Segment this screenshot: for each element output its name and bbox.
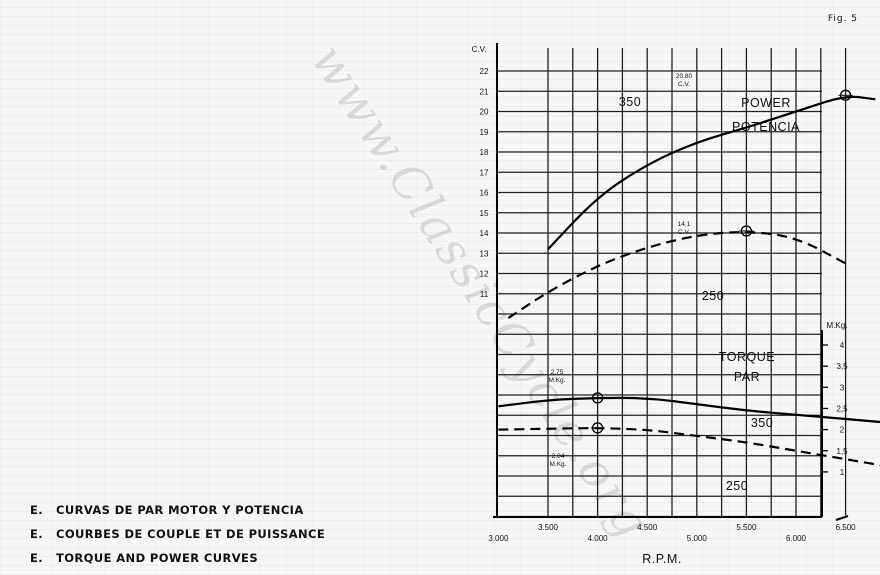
y-left-tick-label: 15 <box>480 209 489 218</box>
x-tick-label-lower: 5.000 <box>687 534 708 543</box>
power-label: POWER <box>741 96 791 110</box>
torque-label: TORQUE <box>719 350 775 364</box>
y-left-tick-label: 20 <box>480 108 489 117</box>
y-right-tick-label: 3,5 <box>836 362 848 371</box>
y-right-tick-label: 1,5 <box>836 447 848 456</box>
x-tick-label-upper: 4.500 <box>637 523 658 532</box>
x-tick-label-lower: 6.000 <box>786 534 807 543</box>
x-axis-title: R.P.M. <box>642 552 682 566</box>
caption-spanish: E. CURVAS DE PAR MOTOR Y POTENCIA <box>30 498 325 522</box>
x-tick-label-lower: 3.000 <box>488 534 509 543</box>
y-left-tick-label: 22 <box>480 67 489 76</box>
caption-code: E. <box>30 503 44 517</box>
figure-label: Fig. 5 <box>827 14 858 24</box>
y-left-tick-label: 13 <box>480 249 489 258</box>
y-right-tick-label: 4 <box>840 341 845 350</box>
x-tick-label-upper: 3.500 <box>538 523 559 532</box>
caption-code: E. <box>30 527 44 541</box>
x-tick-label-lower: 4.000 <box>588 534 609 543</box>
x-tick-label-upper: 5.500 <box>736 523 757 532</box>
captions: E. CURVAS DE PAR MOTOR Y POTENCIA E. COURB… <box>30 498 325 570</box>
y-right-tick-label: 2 <box>840 426 845 435</box>
y-right-tick-label: 3 <box>840 383 845 392</box>
par-label: PAR <box>734 370 760 384</box>
peak-annotation-value: 2.75 <box>551 369 564 376</box>
y-right-tick-label: 2,5 <box>836 404 848 413</box>
y-right-tick-label: 1 <box>840 468 845 477</box>
series-power-250-label: 250 <box>702 289 724 303</box>
peak-annotation-unit: C.V. <box>678 229 690 236</box>
peak-annotation-unit: M.Kg. <box>549 377 566 384</box>
peak-annotation-value: 20.80 <box>676 73 693 80</box>
y-left-axis-title: C.V. <box>472 45 487 54</box>
y-left-tick-label: 14 <box>480 229 489 238</box>
peak-annotation-unit: C.V. <box>678 81 690 88</box>
caption-french: E. COURBES DE COUPLE ET DE PUISSANCE <box>30 522 325 546</box>
caption-text: CURVAS DE PAR MOTOR Y POTENCIA <box>56 503 304 517</box>
series-torque-350-label: 350 <box>751 416 773 430</box>
peak-annotation-unit: M.Kg. <box>550 461 567 468</box>
series-power-350-label: 350 <box>619 95 641 109</box>
y-left-tick-label: 19 <box>480 128 489 137</box>
peak-annotation-value: 2.04 <box>552 453 565 460</box>
series-torque-350-line <box>498 396 880 424</box>
series-torque-250-label: 250 <box>726 479 748 493</box>
y-left-tick-label: 16 <box>480 189 489 198</box>
x-axis-end-mark <box>835 515 849 521</box>
caption-text: COURBES DE COUPLE ET DE PUISSANCE <box>56 527 326 541</box>
potencia-label: POTENCIA <box>732 120 800 134</box>
caption-english: E. TORQUE AND POWER CURVES <box>30 546 325 570</box>
x-tick-label-upper: 6.500 <box>836 523 857 532</box>
peak-annotation-value: 14,1 <box>678 221 691 228</box>
caption-text: TORQUE AND POWER CURVES <box>56 551 258 565</box>
caption-code: E. <box>30 551 44 565</box>
series-power-250-line <box>507 231 847 319</box>
y-left-tick-label: 21 <box>480 87 489 96</box>
y-left-tick-label: 12 <box>480 270 489 279</box>
y-left-tick-label: 17 <box>480 168 489 177</box>
y-right-axis-title: M.Kg. <box>827 321 848 330</box>
y-left-tick-label: 18 <box>480 148 489 157</box>
y-left-tick-label: 11 <box>480 290 489 299</box>
